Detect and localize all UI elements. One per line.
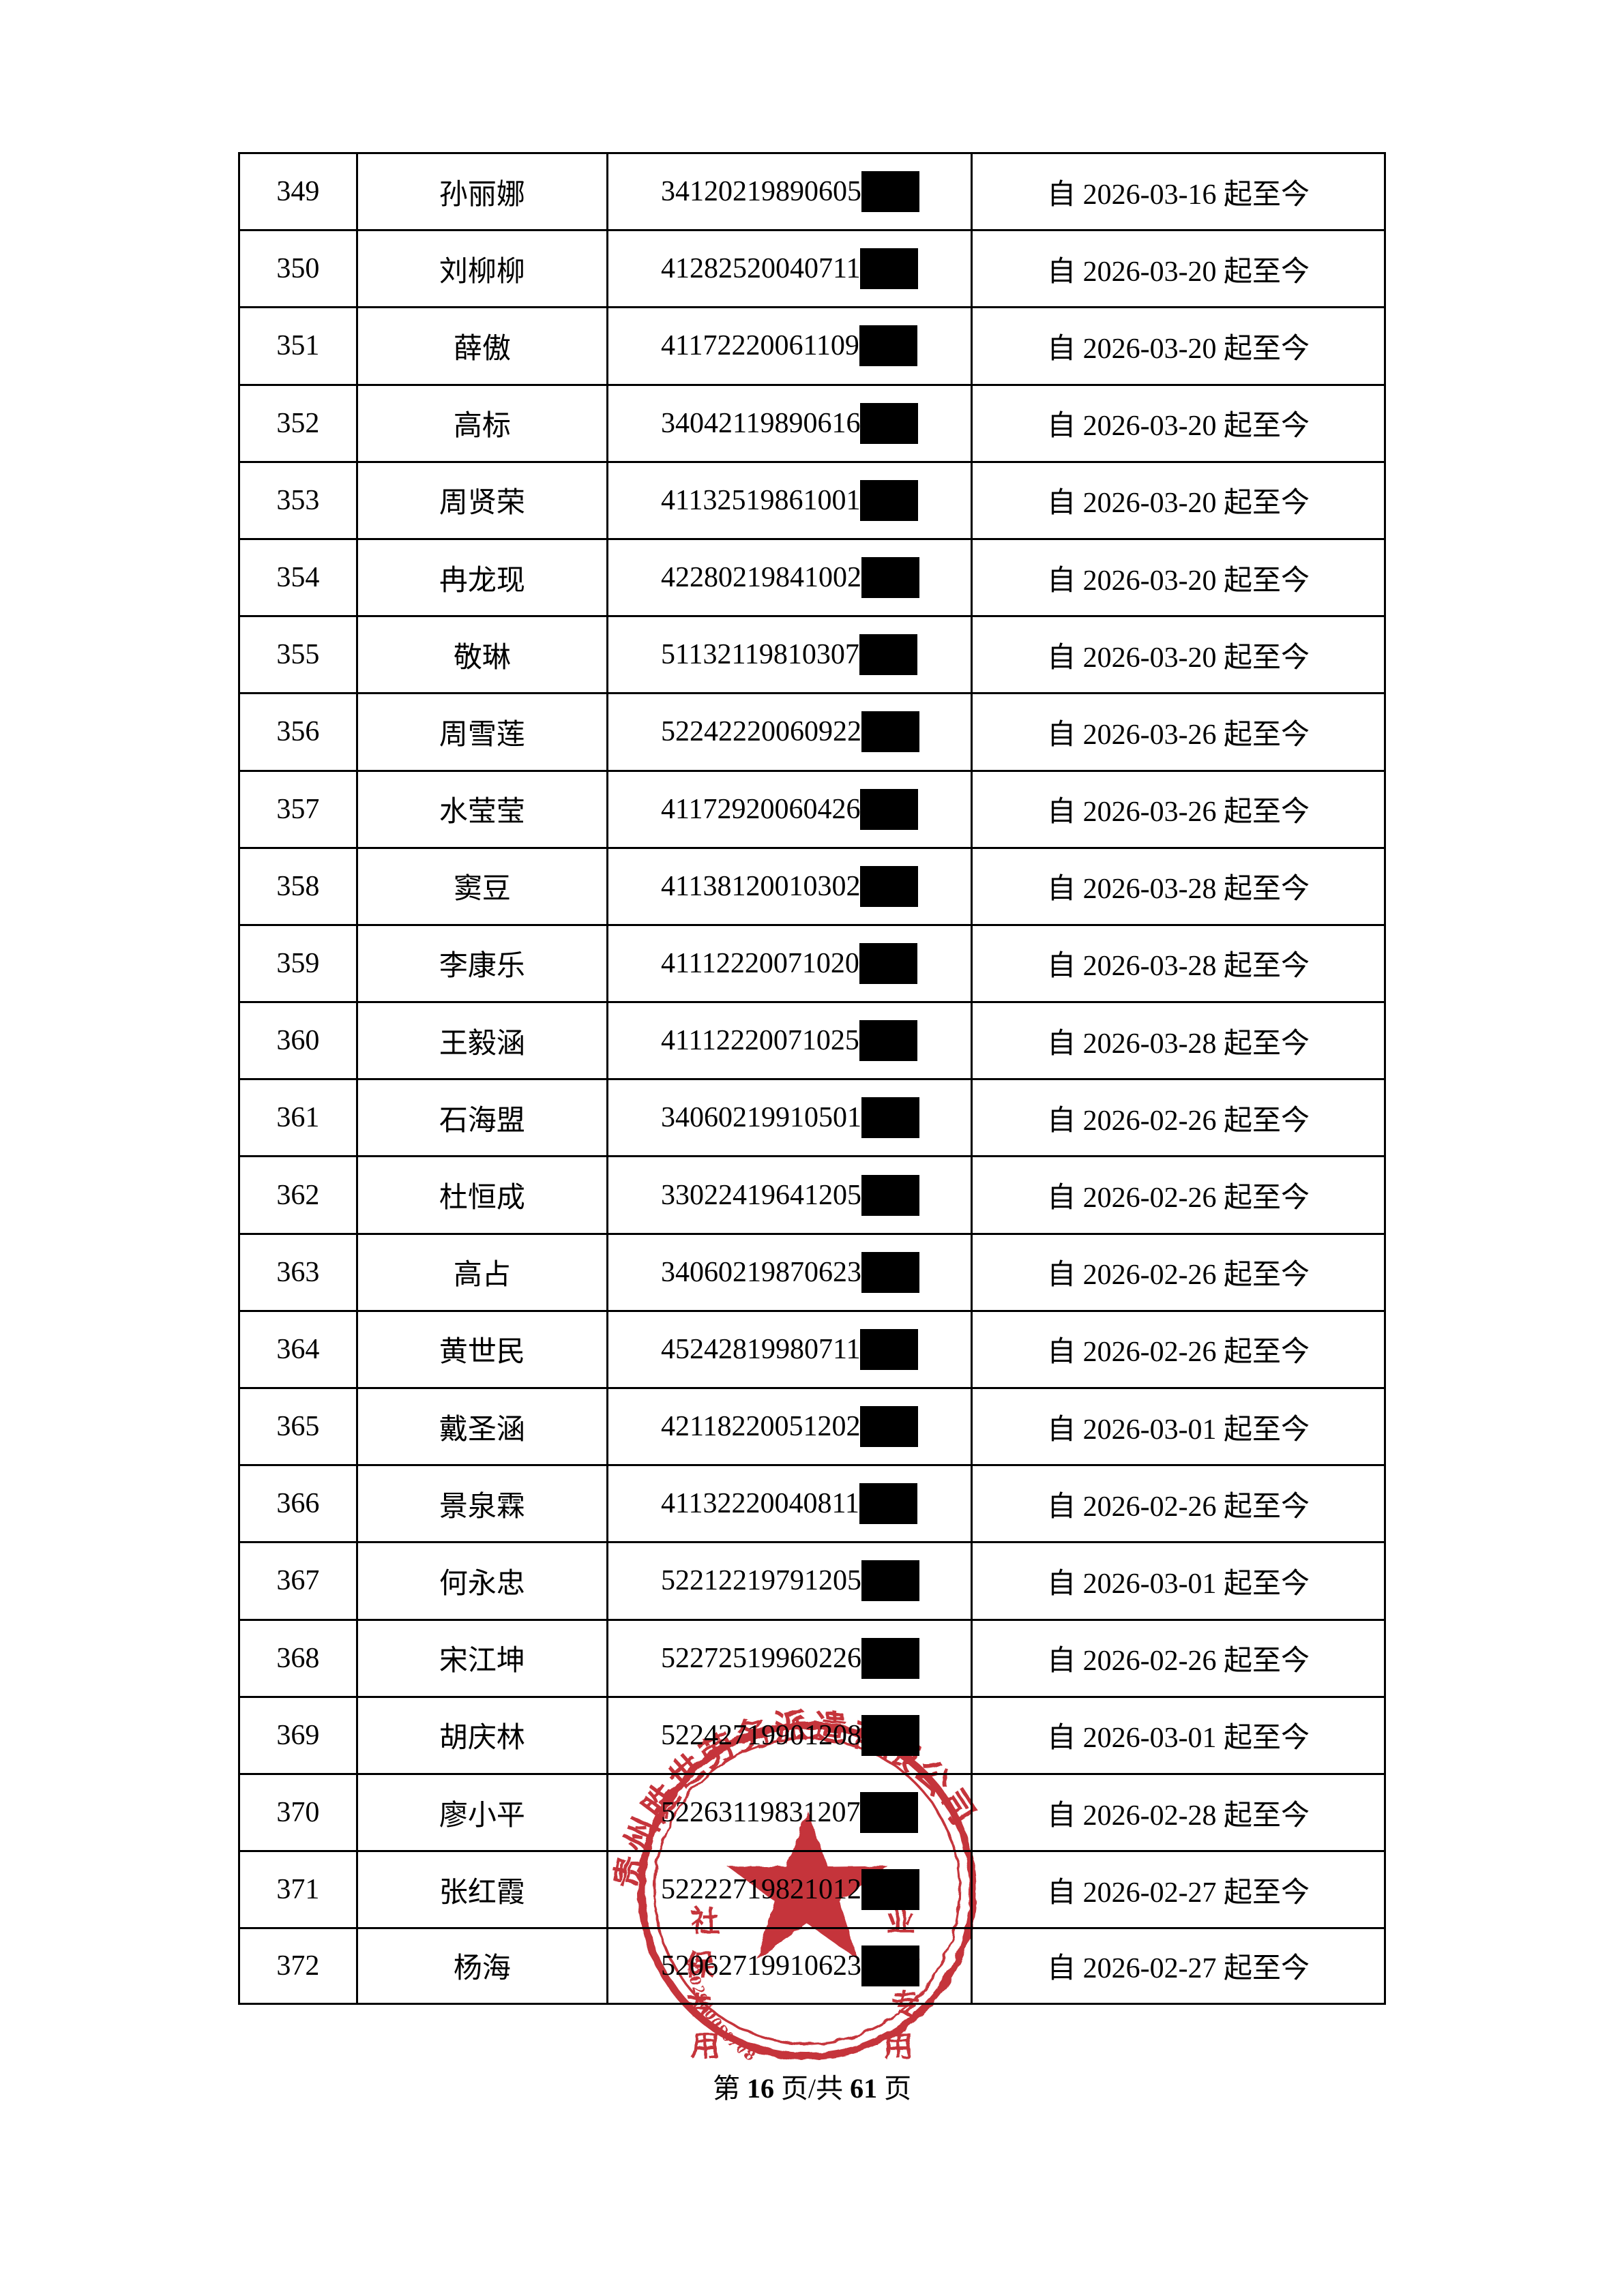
svg-text:专: 专 <box>891 1990 919 2022</box>
svg-text:业: 业 <box>886 1906 915 1938</box>
svg-text:社: 社 <box>691 1906 720 1938</box>
svg-text:用: 用 <box>883 2031 912 2063</box>
svg-text:务: 务 <box>892 1948 921 1980</box>
